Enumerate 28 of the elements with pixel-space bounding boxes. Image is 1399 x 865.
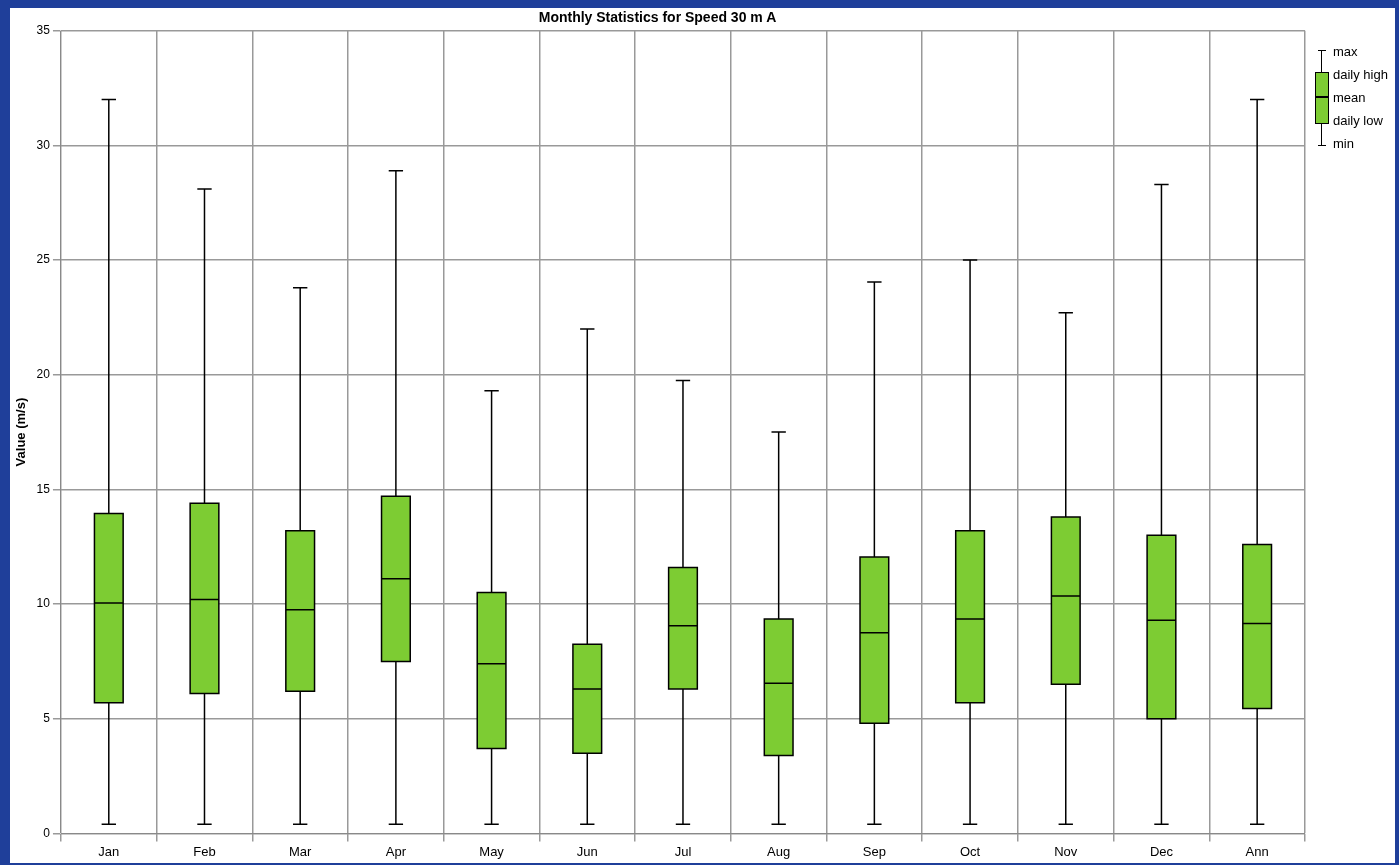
text: daily low bbox=[1333, 113, 1383, 128]
x-tick-label: Jan bbox=[98, 843, 120, 859]
x-tick-label: Feb bbox=[193, 843, 216, 859]
y-tick-label: 0 bbox=[43, 825, 51, 840]
x-tick-label: Sep bbox=[862, 843, 886, 859]
text: min bbox=[1333, 136, 1354, 151]
y-tick-label: 10 bbox=[36, 596, 51, 611]
text: daily high bbox=[1333, 67, 1388, 82]
x-tick-label: Jun bbox=[576, 843, 598, 859]
y-tick-label: 30 bbox=[36, 137, 51, 152]
y-tick-label: 25 bbox=[36, 252, 51, 267]
y-tick-label: 20 bbox=[36, 367, 51, 382]
y-axis-title: Value (m/s) bbox=[13, 397, 29, 467]
y-tick-label: 15 bbox=[36, 481, 51, 496]
x-tick-label: Mar bbox=[288, 843, 313, 859]
y-tick-label: 35 bbox=[36, 23, 51, 38]
text: max bbox=[1333, 44, 1358, 59]
x-tick-label: Jul bbox=[674, 843, 692, 859]
x-tick-label: May bbox=[479, 843, 505, 859]
y-tick-label: 5 bbox=[43, 711, 51, 726]
x-tick-label: Oct bbox=[959, 843, 981, 859]
x-tick-label: Aug bbox=[767, 843, 791, 859]
x-tick-label: Apr bbox=[385, 843, 407, 859]
x-tick-label: Nov bbox=[1054, 843, 1078, 859]
chart-title: Monthly Statistics for Speed 30 m A bbox=[538, 9, 777, 26]
x-tick-label: Dec bbox=[1149, 843, 1174, 859]
text: mean bbox=[1333, 90, 1366, 105]
x-tick-label: Ann bbox=[1245, 843, 1269, 859]
